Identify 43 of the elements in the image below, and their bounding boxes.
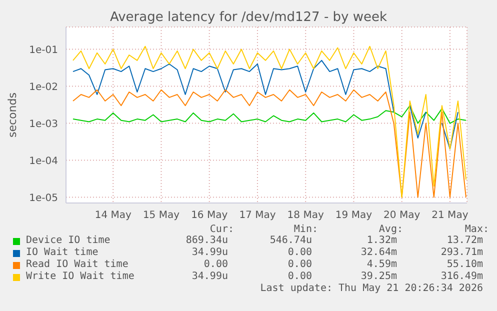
y-tick-label: 1e-04: [29, 156, 58, 167]
text: Last update: Thu May 21 20:26:34 2026: [260, 283, 483, 294]
legend-label: Device IO time: [26, 235, 110, 246]
y-tick-label: 1e-01: [29, 44, 58, 56]
x-tick-label: 17 May: [239, 210, 276, 222]
text: Min:: [294, 224, 318, 235]
line-series: [72, 46, 466, 198]
text: 316.49m: [440, 271, 483, 282]
text: 4.59m: [366, 259, 397, 270]
text: 34.99u: [192, 247, 228, 258]
legend-label: IO Wait time: [26, 247, 98, 258]
text: 0.00: [288, 247, 312, 258]
text: Cur:: [210, 224, 234, 235]
text: 0.00: [204, 259, 228, 270]
text: 34.99u: [192, 271, 228, 282]
x-tick-label: 14 May: [94, 210, 132, 222]
text: 39.25m: [360, 271, 397, 282]
y-tick-label: 1e-03: [29, 118, 58, 130]
text: Max:: [464, 224, 489, 235]
text: 55.10m: [446, 259, 483, 270]
text: 13.72m: [446, 235, 483, 246]
x-tick-label: 18 May: [287, 210, 324, 222]
y-tick-label: 1e-02: [29, 82, 58, 93]
text: 1.32m: [366, 235, 397, 246]
x-tick-label: 15 May: [142, 210, 180, 222]
line-series: [72, 89, 466, 198]
text: 0.00: [288, 259, 312, 270]
x-tick-label: 21 May: [432, 210, 468, 222]
legend-label: Read IO Wait time: [26, 259, 128, 270]
text: 546.74u: [270, 235, 312, 246]
x-tick-label: 19 May: [335, 210, 372, 222]
legend-label: Write IO Wait time: [26, 271, 134, 282]
text: 32.64m: [360, 247, 397, 258]
text: 293.71m: [440, 247, 483, 258]
y-axis-title: seconds: [6, 92, 19, 138]
x-tick-label: 16 May: [191, 210, 228, 222]
chart-title: Average latency for /dev/md127 - by week: [108, 10, 388, 25]
text: 0.00: [288, 271, 312, 282]
line-series: [72, 105, 466, 124]
text: 869.34u: [186, 235, 228, 246]
y-tick-label: 1e-05: [29, 192, 58, 204]
x-tick-label: 20 May: [384, 210, 420, 222]
text: Avg:: [378, 224, 403, 235]
